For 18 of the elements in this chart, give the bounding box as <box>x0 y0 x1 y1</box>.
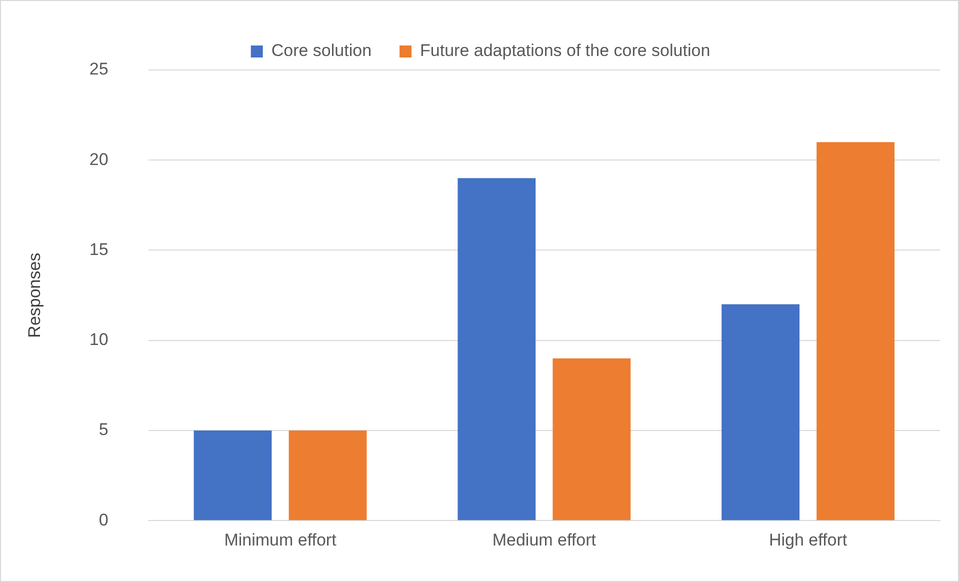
bar <box>194 430 272 520</box>
x-tick-label: Minimum effort <box>224 530 337 550</box>
y-tick-label: 0 <box>98 510 108 530</box>
bar <box>288 430 367 520</box>
legend-label: Core solution <box>271 41 372 60</box>
y-axis-title: Responses <box>24 252 44 338</box>
bar <box>722 304 800 520</box>
y-tick-label: 25 <box>89 60 108 79</box>
bar <box>552 358 631 520</box>
bar <box>816 142 895 520</box>
y-tick-label: 20 <box>89 150 108 169</box>
x-tick-label: Medium effort <box>492 530 596 550</box>
legend-label: Future adaptations of the core solution <box>420 41 710 60</box>
bar <box>458 178 536 520</box>
x-tick-label: High effort <box>768 530 848 550</box>
y-tick-label: 5 <box>98 420 108 440</box>
y-tick-label: 15 <box>89 240 108 259</box>
y-tick-label: 10 <box>89 330 108 350</box>
